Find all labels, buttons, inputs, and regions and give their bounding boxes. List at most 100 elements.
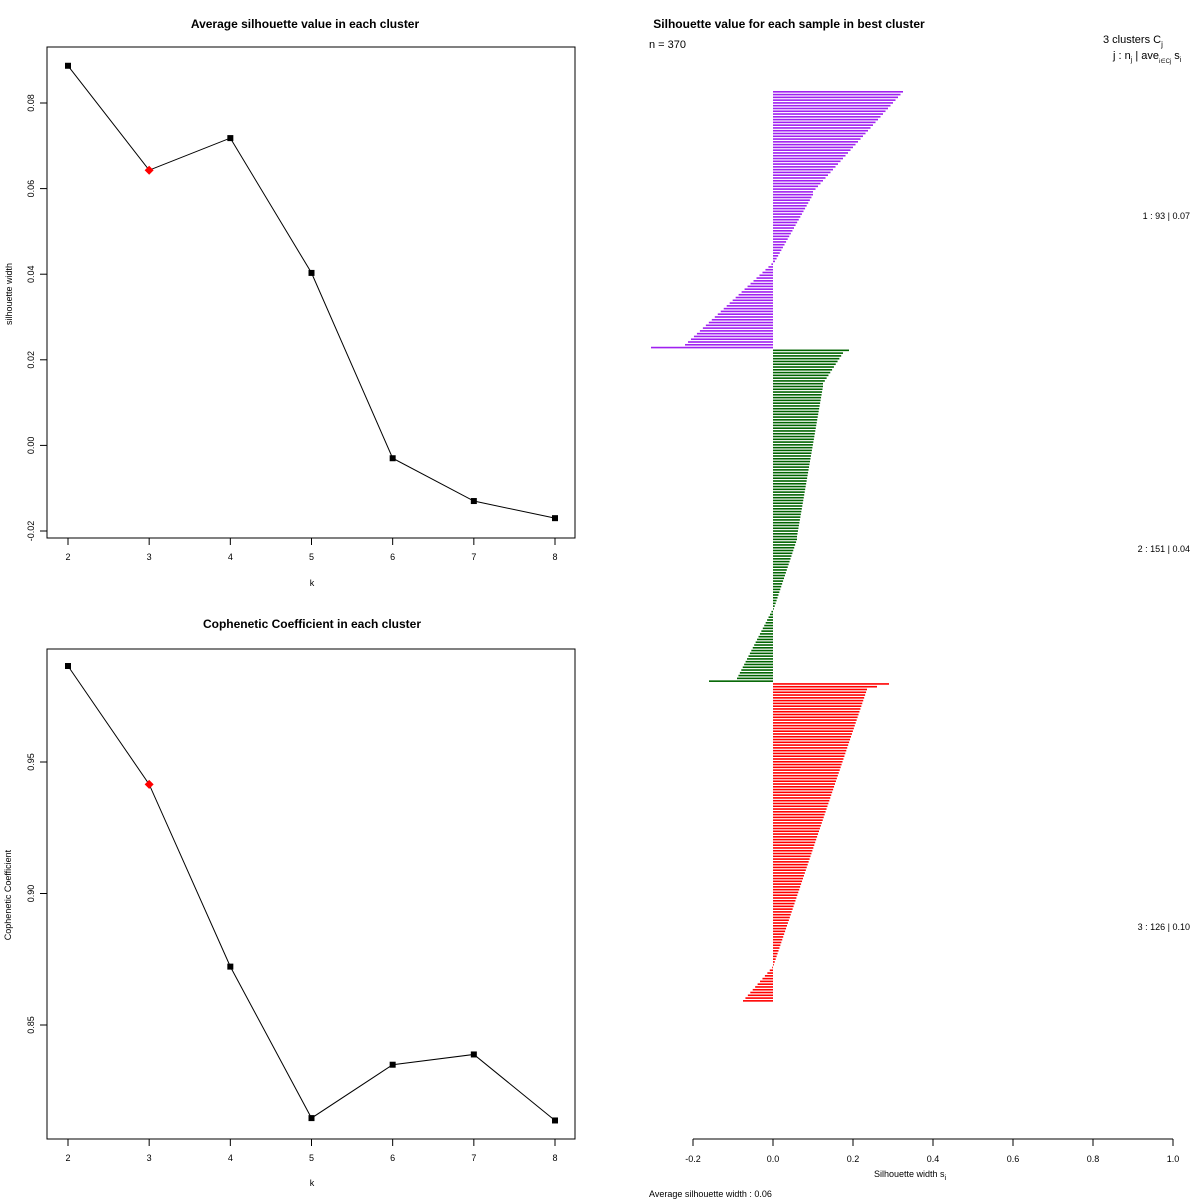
cluster-3-bar	[773, 747, 848, 749]
cluster-1-bar	[699, 330, 773, 332]
cluster-1-bar	[773, 221, 798, 224]
cluster-2-bar	[773, 508, 802, 510]
cluster-1-bar	[773, 218, 799, 221]
cluster-2-bar	[773, 405, 820, 407]
cluster-1-bar	[773, 132, 866, 135]
cluster-3-bar	[773, 877, 803, 880]
cluster-2-bar	[773, 535, 797, 538]
p2-point	[470, 1051, 477, 1058]
cluster-3-bar	[773, 941, 782, 944]
cluster-2-bar	[773, 594, 779, 596]
cluster-1-bar	[773, 210, 804, 213]
cluster-3-bar	[773, 866, 807, 869]
cluster-2-bar	[773, 482, 807, 485]
cluster-2-bar	[773, 496, 804, 499]
cluster-3-bar	[773, 852, 812, 855]
p2-x-tick-label: 4	[228, 1153, 233, 1163]
cluster-1-bar	[773, 99, 896, 101]
cluster-2-bar	[773, 571, 786, 574]
cluster-1-bar	[690, 338, 773, 341]
cluster-3-bar	[773, 886, 801, 888]
silhouette-bar-plot: Silhouette value for each sample in best…	[649, 17, 1190, 1199]
cluster-2-bar	[765, 621, 773, 624]
cluster-3-bar	[773, 919, 789, 922]
p3-x-tick-label: 1.0	[1167, 1154, 1180, 1164]
cluster-3-bar	[773, 749, 847, 752]
cluster-1-bar	[773, 177, 826, 179]
cluster-1-bar	[773, 171, 831, 174]
cluster-3-bar	[773, 961, 775, 963]
cluster-2-bar	[773, 457, 811, 460]
p3-x-axis: -0.2 0.0 0.2 0.4 0.6 0.8 1.0	[685, 1138, 1180, 1164]
cluster-3-bar	[773, 699, 864, 702]
cluster-3-bar	[750, 991, 773, 994]
cophenetic-line-chart: Cophenetic Coefficient in each cluster k…	[3, 617, 576, 1188]
p1-xlabel: k	[310, 578, 315, 588]
p3-x-tick-label: 0.6	[1007, 1154, 1020, 1164]
cluster-1-bar	[773, 168, 833, 171]
cluster-2-bar	[773, 519, 800, 521]
cluster-3-bar	[773, 788, 834, 791]
cluster-2-bar	[761, 630, 773, 632]
cluster-3-bar	[773, 752, 846, 755]
cluster-3-bar	[773, 713, 859, 716]
cluster-3-bar	[773, 847, 814, 849]
cluster-3-bar	[773, 791, 833, 794]
cluster-1-bar	[773, 255, 779, 257]
cluster-1-bar	[744, 288, 773, 290]
cluster-1-bar	[685, 343, 773, 346]
cluster-1-bar	[717, 313, 773, 315]
cluster-3-bar	[773, 697, 865, 699]
p1-ylabel: silhouette width	[4, 263, 14, 325]
cluster-1-bar	[773, 241, 787, 243]
cluster-2-bar	[773, 444, 813, 446]
cluster-3-bar	[743, 1000, 773, 1002]
cluster-1-bar	[732, 299, 773, 302]
cluster-2-bar	[773, 402, 821, 404]
cluster-3-bar	[773, 694, 866, 696]
cluster-2-label: 2 : 151 | 0.04	[1138, 544, 1190, 554]
cluster-3-bar	[773, 838, 817, 841]
cluster-1-bar	[773, 232, 791, 235]
cluster-1-bar	[773, 202, 809, 204]
cluster-3-bar	[773, 930, 786, 933]
cluster-2-bar	[773, 435, 815, 438]
cluster-1-bar	[768, 266, 773, 268]
cluster-1-bar	[773, 160, 841, 163]
cluster-2-bar	[773, 380, 825, 382]
cluster-2-bar	[773, 388, 823, 391]
cluster-3-bar	[773, 769, 840, 771]
cluster-2-bar	[773, 585, 782, 588]
cluster-3-bar	[773, 777, 837, 780]
cluster-1-bar	[705, 324, 773, 327]
p2-x-tick-label: 2	[65, 1153, 70, 1163]
cluster-1-bar	[773, 188, 816, 190]
cluster-3-bar	[773, 738, 851, 741]
cluster-3-bar	[773, 905, 794, 908]
cluster-1-bar	[773, 199, 810, 202]
cluster-1-bar	[714, 316, 773, 318]
cluster-3-bar	[773, 827, 820, 830]
cluster-2-bar	[773, 463, 810, 466]
cluster-1-bar	[773, 185, 818, 188]
cluster-3-bar	[773, 783, 835, 785]
cluster-2-bar	[773, 355, 842, 357]
p1-y-tick-label: -0.02	[26, 521, 36, 542]
p1-x-tick-label: 6	[390, 552, 395, 562]
cluster-3-bar	[773, 902, 795, 905]
cluster-3-bar	[773, 899, 796, 902]
cluster-3-bar	[745, 997, 773, 999]
cluster-3-bar	[773, 799, 830, 802]
p1-x-tick-label: 7	[471, 552, 476, 562]
cluster-2-bar	[773, 527, 799, 530]
cluster-2-bar	[773, 438, 814, 441]
cluster-2-bar	[748, 655, 773, 657]
cluster-2-bar	[747, 658, 773, 660]
cluster-1-bar	[773, 121, 876, 124]
cluster-2-bar	[773, 449, 812, 452]
cluster-3-bar	[773, 958, 776, 960]
cluster-2-bar	[773, 558, 791, 560]
cluster-1-label: 1 : 93 | 0.07	[1143, 211, 1190, 221]
p3-average-text: Average silhouette width : 0.06	[649, 1189, 772, 1199]
